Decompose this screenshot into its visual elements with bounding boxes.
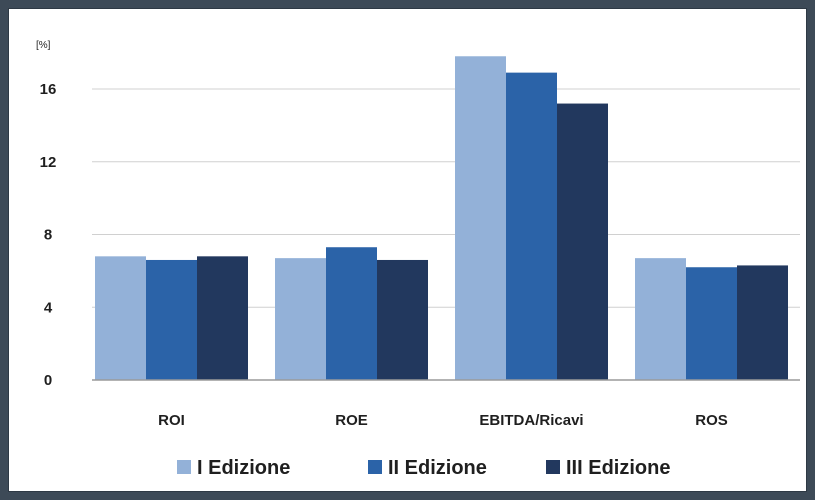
category-label: ROS [695,412,728,429]
y-tick-label: 4 [44,299,53,316]
bar-ros-series-3 [737,265,788,380]
bar-roe-series-2 [326,247,377,380]
legend-swatch [546,460,560,474]
bar-roi-series-3 [197,256,248,380]
category-label: EBITDA/Ricavi [479,412,583,429]
legend-swatch [368,460,382,474]
bar-ebitda-ricavi-series-2 [506,72,557,380]
bar-ebitda-ricavi-series-1 [455,56,506,380]
bar-ebitda-ricavi-series-3 [557,103,608,381]
legend: I Edizione II Edizione III Edizione [177,457,670,479]
legend-swatch [177,460,191,474]
y-tick-label: 8 [44,227,52,244]
bar-ros-series-1 [635,258,686,380]
y-tick-label: 0 [44,372,52,389]
bar-roe-series-3 [377,259,428,380]
unit-label: [%] [36,40,51,51]
bar-roi-series-1 [95,256,146,380]
category-label: ROE [335,412,368,429]
bar-ros-series-2 [686,267,737,380]
bars [95,56,788,381]
category-labels: ROI ROE EBITDA/Ricavi ROS [158,412,728,429]
y-axis-tick-labels: 0 4 8 12 16 [40,81,57,389]
bar-roe-series-1 [275,258,326,380]
y-tick-label: 16 [40,81,57,98]
legend-label: II Edizione [388,457,487,479]
legend-label: III Edizione [566,457,670,479]
legend-label: I Edizione [197,457,290,479]
y-tick-label: 12 [40,154,57,171]
category-label: ROI [158,412,185,429]
bar-roi-series-2 [146,259,197,380]
